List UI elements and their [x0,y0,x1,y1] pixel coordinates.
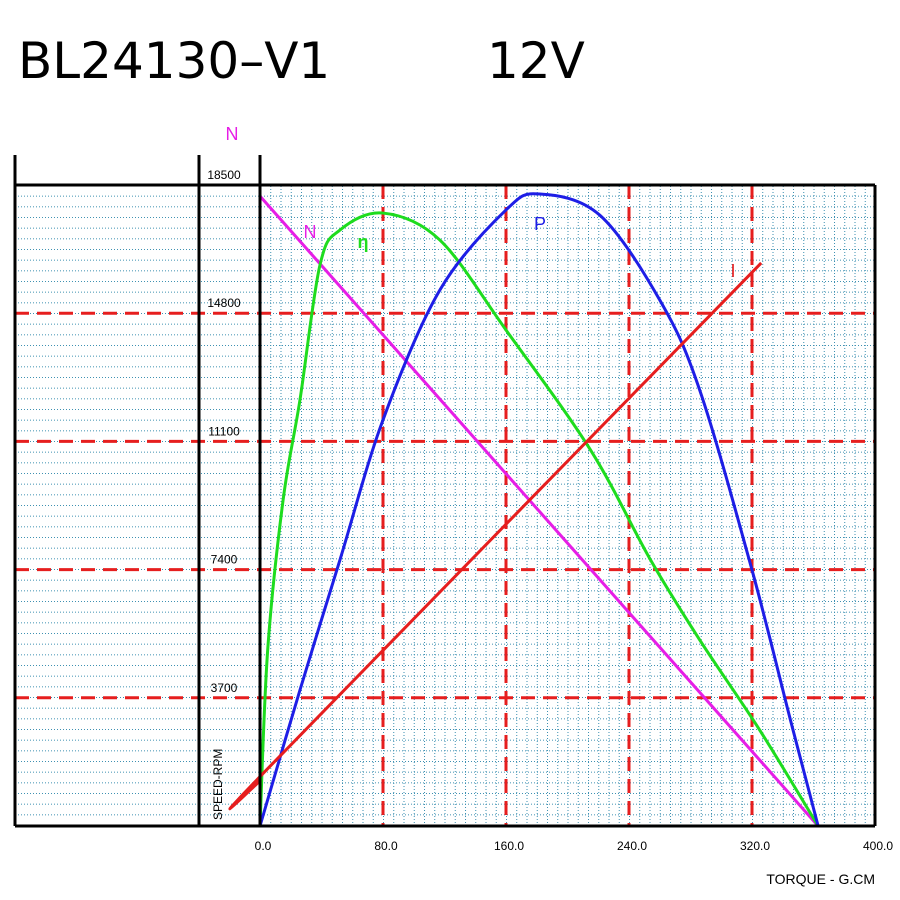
y-axis-label: SPEED-RPM [211,749,225,820]
chart-title: BL24130–V1 [18,32,330,90]
chart-subtitle: 12V [487,32,585,90]
y-tick-label: 11100 [208,424,240,438]
x-tick-label: 160.0 [494,839,524,853]
y-axis-title: N [226,124,239,144]
curve-label: N [304,222,317,242]
frame [13,155,877,828]
curve [228,261,763,811]
fine-grid [260,185,875,826]
y-tick-label: 7400 [211,553,238,567]
curve [258,195,820,827]
x-tick-label: 320.0 [740,839,770,853]
x-tick-label: 0.0 [255,839,272,853]
x-tick-label: 240.0 [617,839,647,853]
x-tick-label: 400.0 [863,839,893,853]
curve-label: P [534,214,546,234]
curve [258,192,820,827]
curve [258,211,820,827]
y-tick-label: 14800 [207,296,241,310]
x-tick-label: 80.0 [374,839,398,853]
curve-label: I [730,261,735,281]
y-tick-label: 18500 [207,168,241,182]
y-tick-label: 3700 [211,681,238,695]
curve-label: η [358,232,369,252]
x-axis-label: TORQUE - G.CM [766,871,875,887]
